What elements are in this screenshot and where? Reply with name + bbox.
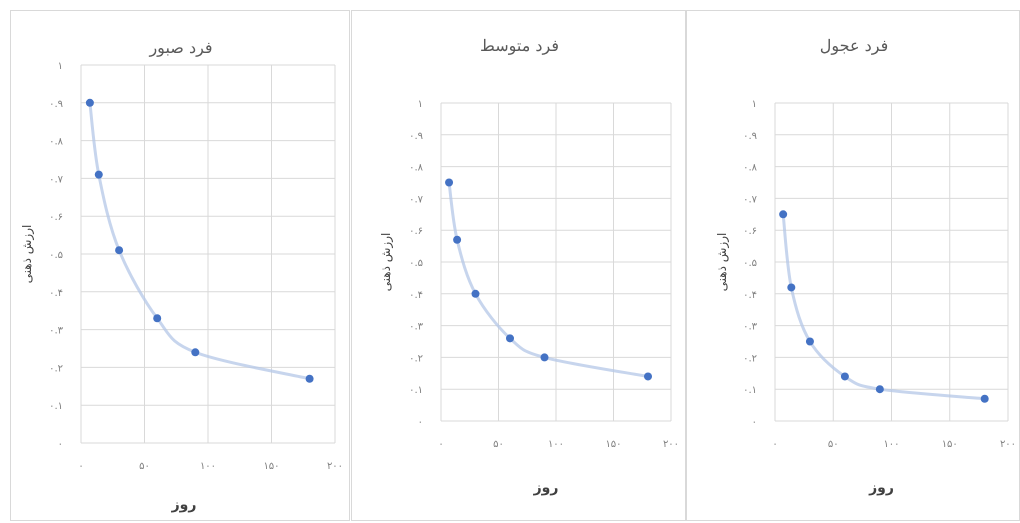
y-tick-label: ۰.۴ [409, 290, 423, 301]
data-point-average-5 [540, 353, 549, 362]
y-tick-label: ۰.۴ [743, 290, 757, 301]
x-tick-label: ۱۵۰ [942, 439, 958, 450]
data-point-patient-2 [94, 170, 103, 179]
y-tick-label: ۰.۶ [743, 226, 757, 237]
chart-title-average: فرد متوسط [480, 36, 559, 55]
y-axis-label: ارزش ذهنی [715, 233, 730, 292]
y-tick-label: ۰.۸ [49, 137, 64, 148]
y-tick-label: ۰ [418, 417, 423, 428]
y-tick-label: ۰.۶ [409, 226, 423, 237]
chart-panel-patient: فرد صبور ۰ ۰.۱ ۰.۲ ۰.۳ ۰.۴ ۰.۵ ۰.۶ ۰.۷ ۰.۸ ۰.۹ ۱ ۰ ۵۰… [10, 10, 350, 521]
x-tick-label: ۵۰ [828, 439, 839, 450]
data-point-average-2 [453, 235, 462, 244]
data-point-impatient-3 [805, 337, 814, 346]
chart-panel-impatient: فرد عجول ۰ ۰.۱ ۰.۲ ۰.۳ ۰.۴ ۰.۵ ۰.۶ ۰.۷ ۰.۸ ۰.۹ ۱ ۰ ۵۰… [686, 10, 1020, 521]
y-tick-label: ۰.۸ [743, 163, 758, 174]
y-tick-label: ۰.۷ [49, 174, 64, 185]
y-tick-label: ۰.۶ [49, 212, 63, 223]
y-tick-label: ۱ [752, 99, 757, 110]
x-axis-label: روز [533, 480, 559, 496]
y-tick-label: ۰.۲ [743, 353, 757, 364]
y-tick-label: ۰.۳ [49, 326, 64, 337]
x-tick-label: ۱۰۰ [548, 439, 564, 450]
y-tick-label: ۰.۱ [409, 385, 423, 396]
trendline-average [447, 181, 650, 378]
x-tick-label: ۲۰۰ [327, 461, 343, 472]
x-tick-label: ۱۰۰ [883, 439, 899, 450]
y-tick-label: ۰.۷ [743, 194, 758, 205]
data-point-impatient-1 [779, 210, 788, 219]
data-point-average-1 [445, 178, 454, 187]
y-tick-label: ۰.۵ [49, 250, 63, 261]
y-tick-label: ۰.۵ [409, 258, 423, 269]
data-point-patient-1 [85, 98, 94, 107]
data-point-patient-3 [115, 246, 124, 255]
x-tick-label: ۵۰ [493, 439, 504, 450]
trendline-patient [88, 101, 312, 381]
chart-svg-impatient: فرد عجول ۰ ۰.۱ ۰.۲ ۰.۳ ۰.۴ ۰.۵ ۰.۶ ۰.۷ ۰.۸ ۰.۹ ۱ ۰ ۵۰… [715, 36, 1016, 496]
data-point-impatient-6 [980, 394, 989, 403]
y-tick-label: ۰.۹ [49, 99, 63, 110]
x-tick-label: ۰ [772, 439, 777, 450]
trendline-impatient [781, 212, 987, 401]
x-tick-label: ۱۵۰ [605, 439, 621, 450]
data-point-impatient-5 [875, 385, 884, 394]
data-point-impatient-2 [787, 283, 796, 292]
y-tick-label: ۰.۹ [743, 131, 757, 142]
data-point-average-4 [506, 334, 514, 343]
x-axis-label: روز [868, 480, 894, 496]
y-tick-label: ۰.۴ [49, 288, 63, 299]
y-tick-label: ۰.۲ [49, 363, 63, 374]
data-point-patient-6 [305, 374, 314, 383]
x-axis-label: روز [171, 497, 197, 513]
y-tick-label: ۰ [58, 439, 63, 450]
x-tick-label: ۰ [78, 461, 83, 472]
y-axis-label: ارزش ذهنی [20, 225, 35, 284]
y-tick-label: ۰.۵ [743, 258, 757, 269]
chart-svg-average: فرد متوسط ۰ ۰.۱ ۰.۲ ۰.۳ ۰.۴ ۰.۵ ۰.۶ ۰.۷ ۰.۸ ۰.۹ ۱ ۰ ۵… [379, 36, 679, 496]
y-tick-label: ۱ [418, 99, 423, 110]
y-axis-label: ارزش ذهنی [379, 233, 394, 292]
y-tick-label: ۰.۸ [409, 163, 424, 174]
data-point-impatient-4 [840, 372, 849, 381]
x-tick-label: ۱۰۰ [200, 461, 216, 472]
x-tick-label: ۲۰۰ [1000, 439, 1016, 450]
x-tick-label: ۰ [438, 439, 443, 450]
y-tick-label: ۰.۳ [409, 322, 424, 333]
y-tick-label: ۱ [58, 61, 63, 72]
y-tick-label: ۰ [752, 417, 757, 428]
y-tick-label: ۰.۱ [49, 401, 63, 412]
data-point-patient-4 [153, 314, 162, 323]
x-tick-label: ۵۰ [139, 461, 150, 472]
chart-panel-average: فرد متوسط ۰ ۰.۱ ۰.۲ ۰.۳ ۰.۴ ۰.۵ ۰.۶ ۰.۷ ۰.۸ ۰.۹ ۱ ۰ ۵… [351, 10, 686, 521]
data-point-average-3 [471, 289, 480, 298]
data-point-average-6 [644, 372, 652, 381]
x-tick-label: ۲۰۰ [663, 439, 679, 450]
x-tick-label: ۱۵۰ [263, 461, 279, 472]
chart-svg-patient: فرد صبور ۰ ۰.۱ ۰.۲ ۰.۳ ۰.۴ ۰.۵ ۰.۶ ۰.۷ ۰.۸ ۰.۹ ۱ ۰ ۵۰… [20, 38, 343, 513]
y-tick-label: ۰.۹ [409, 131, 423, 142]
y-tick-label: ۰.۷ [409, 194, 424, 205]
y-tick-label: ۰.۳ [743, 322, 758, 333]
data-point-patient-5 [191, 348, 200, 357]
y-tick-label: ۰.۱ [743, 385, 757, 396]
chart-title-impatient: فرد عجول [820, 36, 888, 55]
chart-title-patient: فرد صبور [148, 38, 212, 57]
y-tick-label: ۰.۲ [409, 353, 423, 364]
